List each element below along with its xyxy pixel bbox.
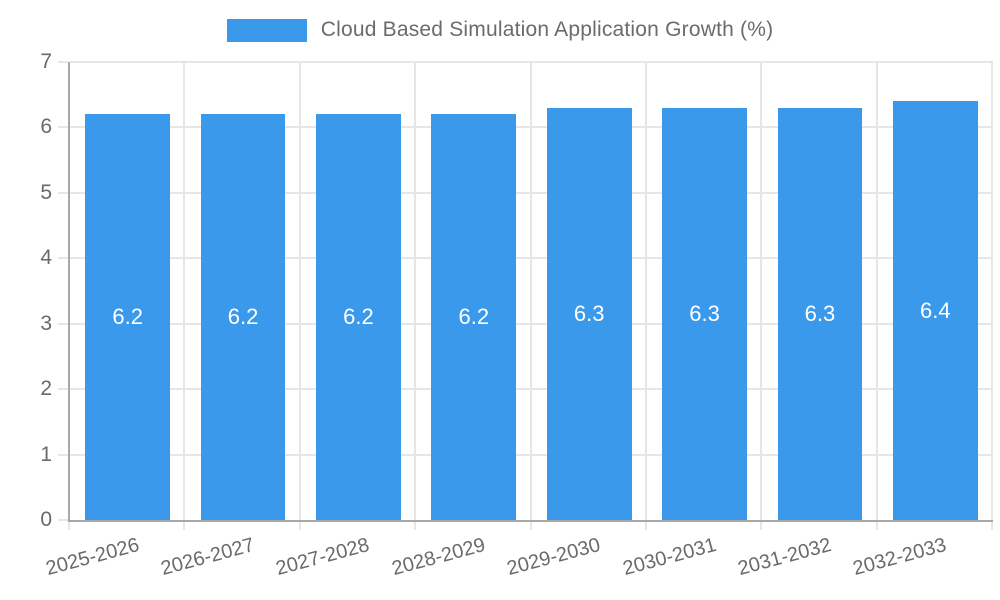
gridline <box>414 62 417 520</box>
gridline <box>298 62 301 520</box>
y-axis-label: 3 <box>40 311 52 335</box>
bar-value-label: 6.2 <box>227 304 259 330</box>
plot-area: 0 1 2 3 4 5 6 7 6.2 2025-2026 6.2 2026-2027 6.2 2027-… <box>40 50 993 580</box>
y-axis-label: 0 <box>40 508 52 531</box>
chart-title: Cloud Based Simulation Application Growt… <box>320 18 774 41</box>
x-axis-tick <box>68 522 70 530</box>
x-axis-tick <box>991 522 993 530</box>
bar-value-label: 6.2 <box>112 304 143 330</box>
y-axis-label: 2 <box>40 377 52 401</box>
gridline <box>529 62 532 520</box>
gridline <box>183 62 186 520</box>
y-axis-tick <box>58 388 68 391</box>
bar[interactable]: 6.3 <box>777 107 863 520</box>
y-axis-tick <box>58 126 68 129</box>
gridline <box>70 453 993 456</box>
bar-value-label: 6.3 <box>573 300 605 326</box>
x-axis-tick <box>875 522 878 530</box>
y-axis-label: 5 <box>40 180 52 204</box>
gridline <box>70 322 993 325</box>
gridline <box>991 62 993 520</box>
y-axis-tick <box>58 453 68 456</box>
bar-value-label: 6.2 <box>458 304 490 330</box>
bar-value-label: 6.2 <box>343 304 374 330</box>
x-axis-tick <box>644 522 647 530</box>
x-axis-tick <box>760 522 763 530</box>
y-axis-tick <box>58 322 68 325</box>
y-axis-tick <box>58 191 68 194</box>
bar[interactable]: 6.3 <box>662 107 747 520</box>
x-axis-tick <box>183 522 186 530</box>
gridline <box>70 191 993 194</box>
y-axis-label: 1 <box>40 442 52 466</box>
gridline <box>70 126 993 129</box>
bar[interactable]: 6.4 <box>892 101 978 520</box>
y-axis-label: 7 <box>40 50 52 73</box>
gridline <box>644 62 647 520</box>
gridline <box>70 61 993 63</box>
y-axis-tick <box>58 61 68 63</box>
y-axis-label: 6 <box>40 115 52 139</box>
y-axis-tick <box>58 257 68 260</box>
x-axis-tick <box>529 522 532 530</box>
gridline <box>760 62 763 520</box>
legend: Cloud Based Simulation Application Growt… <box>0 18 1000 42</box>
gridline <box>70 388 993 391</box>
gridline <box>70 257 993 260</box>
legend-item[interactable]: Cloud Based Simulation Application Growt… <box>226 18 774 42</box>
bar-value-label: 6.3 <box>804 300 836 326</box>
x-axis-tick <box>414 522 417 530</box>
bar[interactable]: 6.2 <box>316 114 401 520</box>
bar-value-label: 6.4 <box>920 297 951 323</box>
bar[interactable]: 6.2 <box>431 114 517 520</box>
bar[interactable]: 6.2 <box>85 114 171 520</box>
y-axis-tick <box>58 519 68 521</box>
legend-swatch-icon <box>226 18 307 42</box>
bar[interactable]: 6.3 <box>546 107 632 520</box>
x-axis-tick <box>298 522 301 530</box>
gridline <box>875 62 878 520</box>
bar[interactable]: 6.2 <box>200 114 286 520</box>
y-axis-label: 4 <box>40 246 52 270</box>
bar-value-label: 6.3 <box>689 300 720 326</box>
